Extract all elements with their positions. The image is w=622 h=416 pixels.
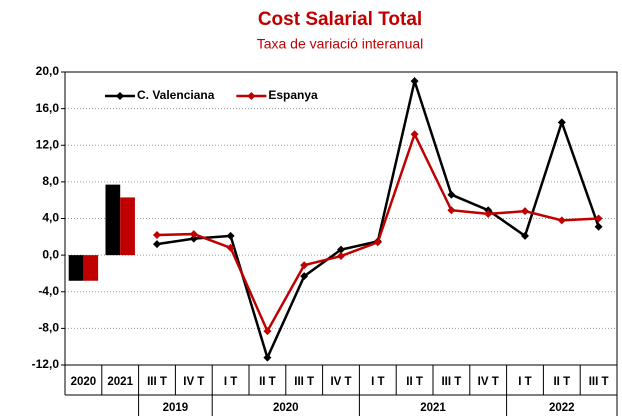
y-tick-label: 0,0 bbox=[42, 247, 59, 261]
year-label: 2021 bbox=[420, 402, 446, 414]
legend-label: C. Valenciana bbox=[137, 88, 215, 102]
legend-marker bbox=[247, 92, 256, 100]
point bbox=[594, 222, 603, 231]
bar bbox=[83, 255, 99, 281]
point bbox=[521, 231, 529, 240]
y-tick-label: 12,0 bbox=[36, 137, 60, 151]
x-tick-label: II T bbox=[406, 376, 423, 388]
line bbox=[156, 76, 600, 362]
x-tick-label: I T bbox=[371, 376, 384, 388]
point bbox=[189, 230, 198, 239]
point bbox=[263, 353, 272, 362]
point bbox=[300, 272, 309, 281]
x-tick-label: III T bbox=[589, 376, 609, 388]
point bbox=[410, 130, 419, 139]
point bbox=[521, 207, 529, 216]
point bbox=[153, 230, 161, 239]
chart-subtitle: Taxa de variació interanual bbox=[257, 36, 424, 52]
year-label: 2020 bbox=[273, 402, 299, 414]
point bbox=[226, 243, 235, 252]
point bbox=[557, 216, 566, 225]
x-tick-label: III T bbox=[147, 376, 167, 388]
y-tick-label: 16,0 bbox=[36, 101, 60, 115]
point bbox=[447, 190, 456, 199]
x-tick-label: IV T bbox=[330, 376, 351, 388]
point bbox=[557, 118, 566, 127]
year-label: 2019 bbox=[163, 402, 189, 414]
bar bbox=[120, 197, 135, 256]
year-label: 2022 bbox=[549, 402, 575, 414]
x-tick-label: II T bbox=[259, 376, 276, 388]
legend-label: Espanya bbox=[268, 88, 318, 102]
plot-border bbox=[64, 71, 618, 366]
legend-marker bbox=[116, 92, 124, 100]
point bbox=[447, 206, 456, 215]
x-tick-label: IV T bbox=[478, 376, 499, 388]
point bbox=[594, 214, 603, 223]
x-tick-label: I T bbox=[224, 376, 237, 388]
y-tick-label: -8,0 bbox=[38, 321, 59, 335]
y-tick-label: -4,0 bbox=[38, 284, 59, 298]
x-tick-label: I T bbox=[518, 376, 531, 388]
y-tick-label: -12,0 bbox=[32, 357, 60, 371]
point bbox=[484, 209, 493, 218]
point bbox=[189, 234, 198, 243]
point bbox=[300, 261, 309, 270]
point bbox=[410, 77, 419, 86]
x-tick-label: III T bbox=[441, 376, 461, 388]
point bbox=[337, 252, 345, 261]
y-tick-label: 4,0 bbox=[42, 211, 59, 225]
x-tick-label: 2021 bbox=[107, 376, 133, 388]
y-tick-label: 8,0 bbox=[42, 174, 59, 188]
bar bbox=[68, 255, 84, 281]
y-tick-label: 20,0 bbox=[36, 64, 60, 78]
point bbox=[337, 245, 345, 254]
point bbox=[263, 327, 272, 336]
x-tick-label: II T bbox=[553, 376, 570, 388]
x-tick-label: III T bbox=[294, 376, 314, 388]
point bbox=[153, 240, 161, 249]
bar bbox=[105, 184, 121, 256]
point bbox=[226, 231, 235, 240]
x-tick-label: IV T bbox=[183, 376, 204, 388]
chart-title: Cost Salarial Total bbox=[258, 9, 422, 30]
x-tick-label: 2020 bbox=[71, 376, 97, 388]
line bbox=[156, 130, 599, 334]
point bbox=[373, 238, 382, 247]
